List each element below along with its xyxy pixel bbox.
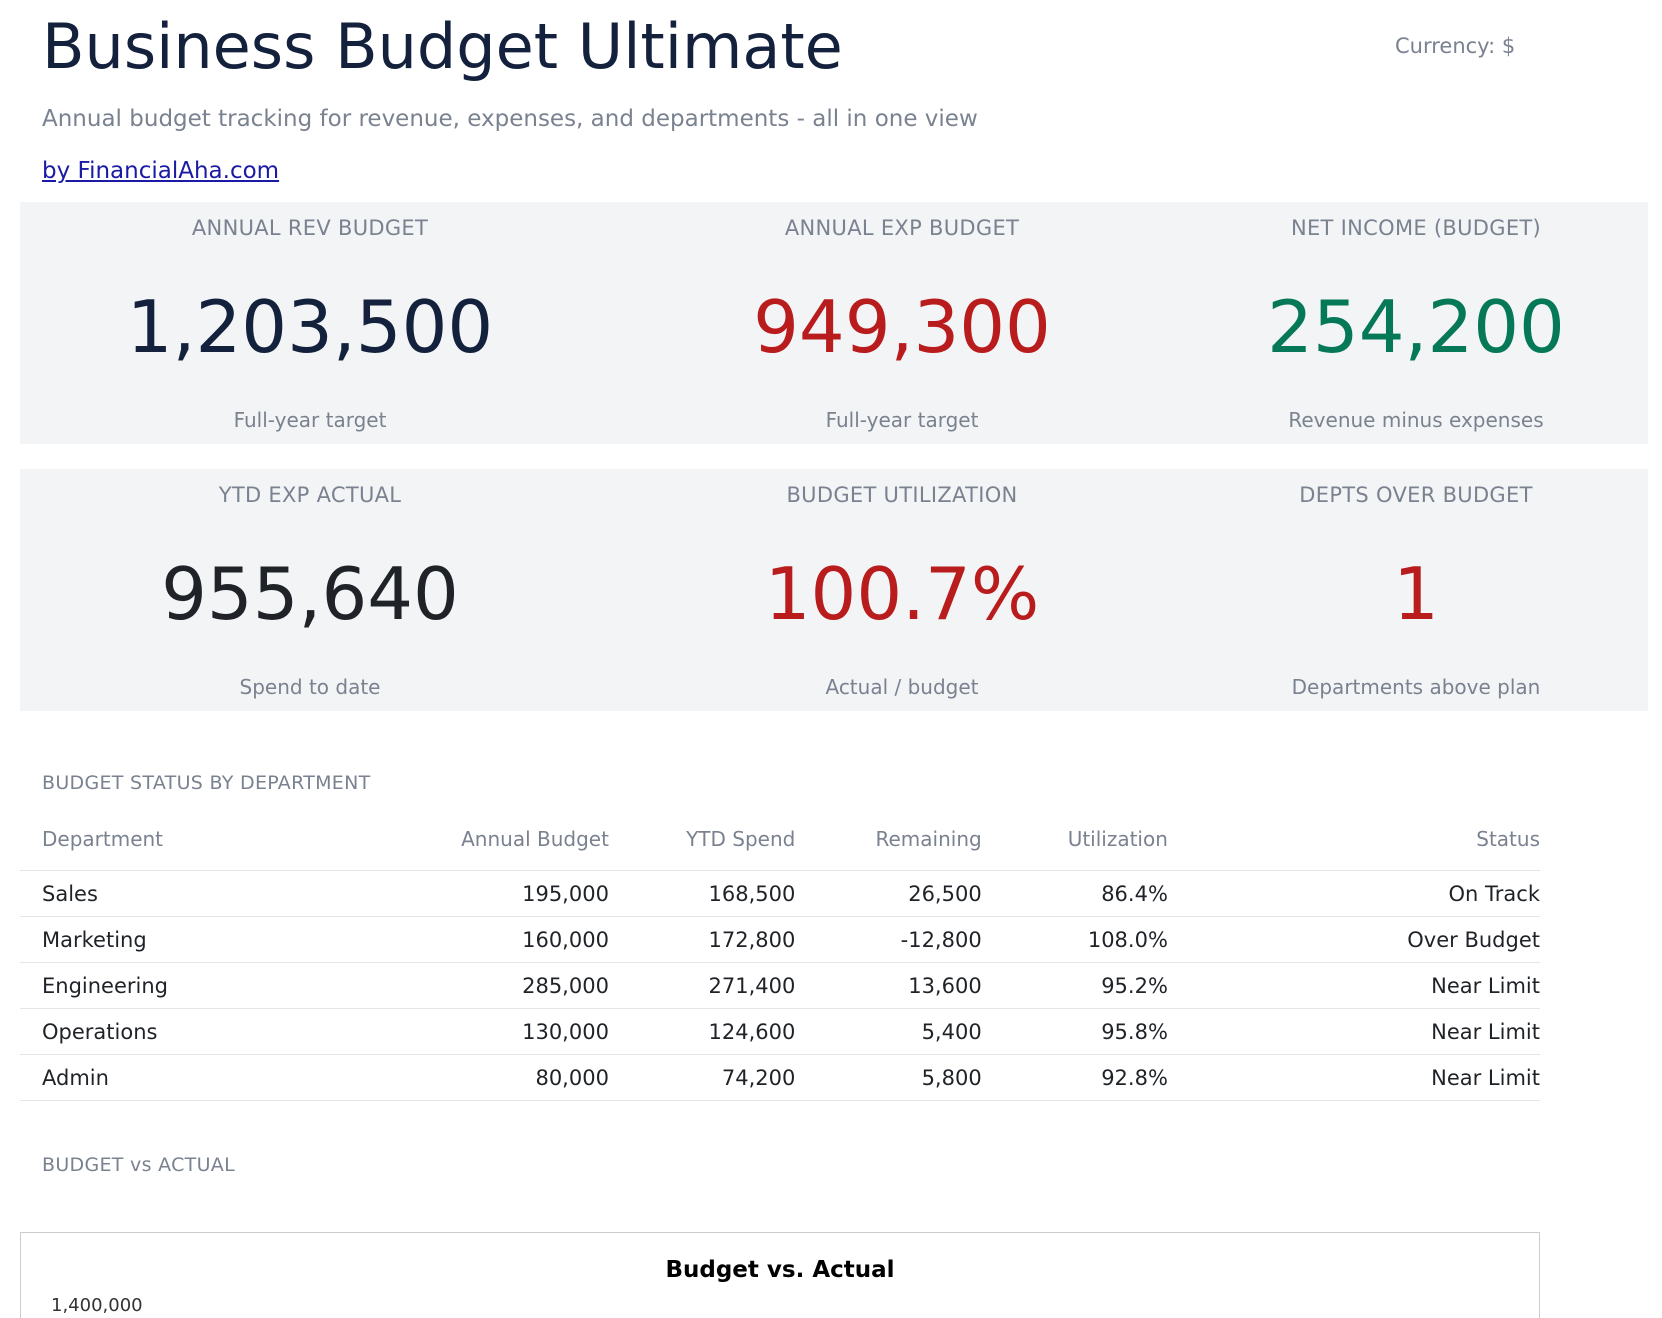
cell-status: Near Limit — [1167, 962, 1540, 1009]
column-header-remaining: Remaining — [795, 816, 982, 871]
cell-utilization: 92.8% — [981, 1054, 1168, 1101]
cell-remaining: 26,500 — [795, 870, 982, 917]
table-row: Engineering 285,000 271,400 13,600 95.2%… — [20, 962, 1540, 1009]
cell-ytd-spend: 271,400 — [608, 962, 796, 1009]
byline-link[interactable]: by FinancialAha.com — [42, 158, 280, 184]
table-row: Marketing 160,000 172,800 -12,800 108.0%… — [20, 916, 1540, 963]
kpi-label: YTD EXP ACTUAL — [218, 483, 402, 507]
kpi-row-1: ANNUAL REV BUDGET 1,203,500 Full-year ta… — [20, 202, 1648, 444]
kpi-value: 955,640 — [161, 552, 459, 636]
chart-y-tick-label: 1,400,000 — [51, 1295, 143, 1316]
currency-indicator: Currency: $ — [1395, 34, 1516, 58]
cell-department: Engineering — [20, 962, 391, 1009]
kpi-net-income-budget: NET INCOME (BUDGET) 254,200 Revenue minu… — [1166, 202, 1662, 444]
kpi-budget-utilization: BUDGET UTILIZATION 100.7% Actual / budge… — [642, 469, 1162, 711]
kpi-note: Full-year target — [825, 408, 979, 432]
kpi-label: BUDGET UTILIZATION — [786, 483, 1018, 507]
cell-utilization: 95.8% — [981, 1008, 1168, 1055]
page-subtitle: Annual budget tracking for revenue, expe… — [42, 106, 978, 132]
cell-ytd-spend: 172,800 — [608, 916, 796, 963]
cell-department: Operations — [20, 1008, 391, 1055]
kpi-label: DEPTS OVER BUDGET — [1299, 483, 1533, 507]
cell-annual-budget: 195,000 — [390, 870, 609, 917]
kpi-note: Spend to date — [239, 675, 381, 699]
budget-vs-actual-heading: BUDGET vs ACTUAL — [42, 1154, 235, 1176]
cell-ytd-spend: 168,500 — [608, 870, 796, 917]
cell-status: On Track — [1167, 870, 1540, 917]
kpi-value: 100.7% — [764, 552, 1040, 636]
kpi-value: 1,203,500 — [126, 285, 494, 369]
table-row: Operations 130,000 124,600 5,400 95.8% N… — [20, 1008, 1540, 1055]
kpi-note: Departments above plan — [1291, 675, 1541, 699]
chart-title: Budget vs. Actual — [665, 1257, 895, 1283]
column-header-utilization: Utilization — [981, 816, 1168, 871]
kpi-note: Actual / budget — [825, 675, 979, 699]
table-row: Sales 195,000 168,500 26,500 86.4% On Tr… — [20, 870, 1540, 917]
budget-status-heading: BUDGET STATUS BY DEPARTMENT — [42, 772, 371, 794]
cell-department: Marketing — [20, 916, 391, 963]
cell-department: Admin — [20, 1054, 391, 1101]
kpi-ytd-exp-actual: YTD EXP ACTUAL 955,640 Spend to date — [60, 469, 560, 711]
table-header-row: Department Annual Budget YTD Spend Remai… — [20, 816, 1540, 871]
cell-annual-budget: 130,000 — [390, 1008, 609, 1055]
cell-utilization: 95.2% — [981, 962, 1168, 1009]
kpi-value: 949,300 — [753, 285, 1051, 369]
cell-annual-budget: 80,000 — [390, 1054, 609, 1101]
cell-department: Sales — [20, 870, 391, 917]
kpi-annual-exp-budget: ANNUAL EXP BUDGET 949,300 Full-year targ… — [642, 202, 1162, 444]
kpi-label: NET INCOME (BUDGET) — [1290, 216, 1542, 240]
budget-status-table: Department Annual Budget YTD Spend Remai… — [20, 816, 1540, 1101]
kpi-label: ANNUAL REV BUDGET — [191, 216, 429, 240]
cell-ytd-spend: 74,200 — [608, 1054, 796, 1101]
kpi-note: Full-year target — [233, 408, 387, 432]
cell-remaining: 5,400 — [795, 1008, 982, 1055]
column-header-annual-budget: Annual Budget — [390, 816, 609, 871]
kpi-value: 1 — [1393, 552, 1439, 636]
cell-remaining: -12,800 — [795, 916, 982, 963]
cell-utilization: 108.0% — [981, 916, 1168, 963]
cell-status: Near Limit — [1167, 1008, 1540, 1055]
table-row: Admin 80,000 74,200 5,800 92.8% Near Lim… — [20, 1054, 1540, 1101]
cell-remaining: 13,600 — [795, 962, 982, 1009]
column-header-status: Status — [1167, 816, 1540, 871]
cell-annual-budget: 285,000 — [390, 962, 609, 1009]
cell-annual-budget: 160,000 — [390, 916, 609, 963]
budget-vs-actual-chart: Budget vs. Actual 1,400,000 — [20, 1232, 1540, 1318]
cell-status: Over Budget — [1167, 916, 1540, 963]
kpi-depts-over-budget: DEPTS OVER BUDGET 1 Departments above pl… — [1166, 469, 1662, 711]
kpi-row-2: YTD EXP ACTUAL 955,640 Spend to date BUD… — [20, 469, 1648, 711]
page-title: Business Budget Ultimate — [42, 10, 843, 83]
column-header-ytd-spend: YTD Spend — [608, 816, 796, 871]
kpi-note: Revenue minus expenses — [1288, 408, 1544, 432]
cell-utilization: 86.4% — [981, 870, 1168, 917]
cell-remaining: 5,800 — [795, 1054, 982, 1101]
cell-status: Near Limit — [1167, 1054, 1540, 1101]
cell-ytd-spend: 124,600 — [608, 1008, 796, 1055]
kpi-value: 254,200 — [1267, 285, 1565, 369]
kpi-annual-rev-budget: ANNUAL REV BUDGET 1,203,500 Full-year ta… — [60, 202, 560, 444]
kpi-label: ANNUAL EXP BUDGET — [784, 216, 1020, 240]
column-header-department: Department — [20, 816, 391, 871]
